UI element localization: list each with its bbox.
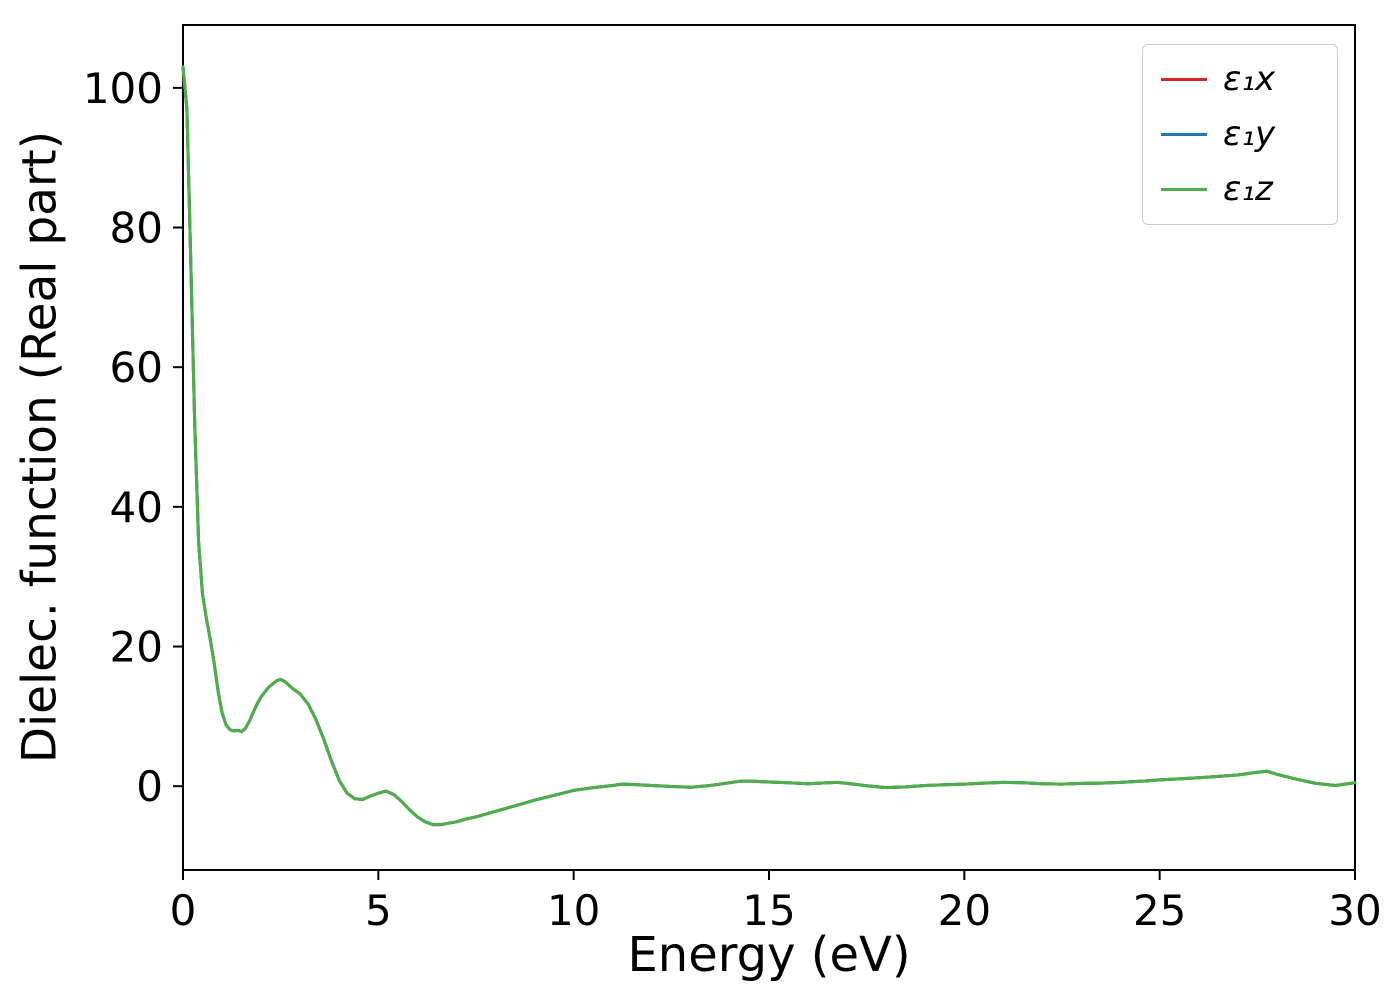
legend-item-eps1x: ε₁x	[1143, 57, 1337, 102]
legend-line-sample-eps1x	[1161, 78, 1207, 82]
legend: ε₁x ε₁y ε₁z	[1142, 44, 1338, 226]
x-axis-label: Energy (eV)	[627, 927, 911, 983]
x-tick-label: 15	[742, 886, 795, 935]
legend-line-sample-eps1z	[1161, 188, 1207, 192]
y-tick-label: 60	[110, 343, 163, 392]
legend-label-eps1z: ε₁z	[1223, 169, 1273, 210]
legend-label-eps1x: ε₁x	[1223, 59, 1276, 99]
y-tick-label: 20	[110, 623, 163, 672]
x-tick-label: 5	[365, 886, 392, 935]
legend-line-sample-eps1y	[1161, 133, 1207, 137]
legend-label-eps1y: ε₁y	[1223, 114, 1276, 155]
series-line-eps1z	[181, 65, 1357, 827]
y-tick-label: 0	[136, 762, 163, 811]
x-tick-label: 0	[170, 886, 197, 935]
y-tick-label: 100	[83, 64, 163, 113]
legend-item-eps1z: ε₁z	[1143, 167, 1337, 212]
x-tick-label: 25	[1133, 886, 1186, 935]
y-tick-label: 80	[110, 204, 163, 253]
x-tick-label: 30	[1328, 886, 1381, 935]
x-tick-label: 20	[938, 886, 991, 935]
y-tick-label: 40	[110, 483, 163, 532]
y-axis-label: Dielec. function (Real part)	[12, 130, 68, 764]
x-tick-label: 10	[547, 886, 600, 935]
legend-item-eps1y: ε₁y	[1143, 112, 1337, 157]
